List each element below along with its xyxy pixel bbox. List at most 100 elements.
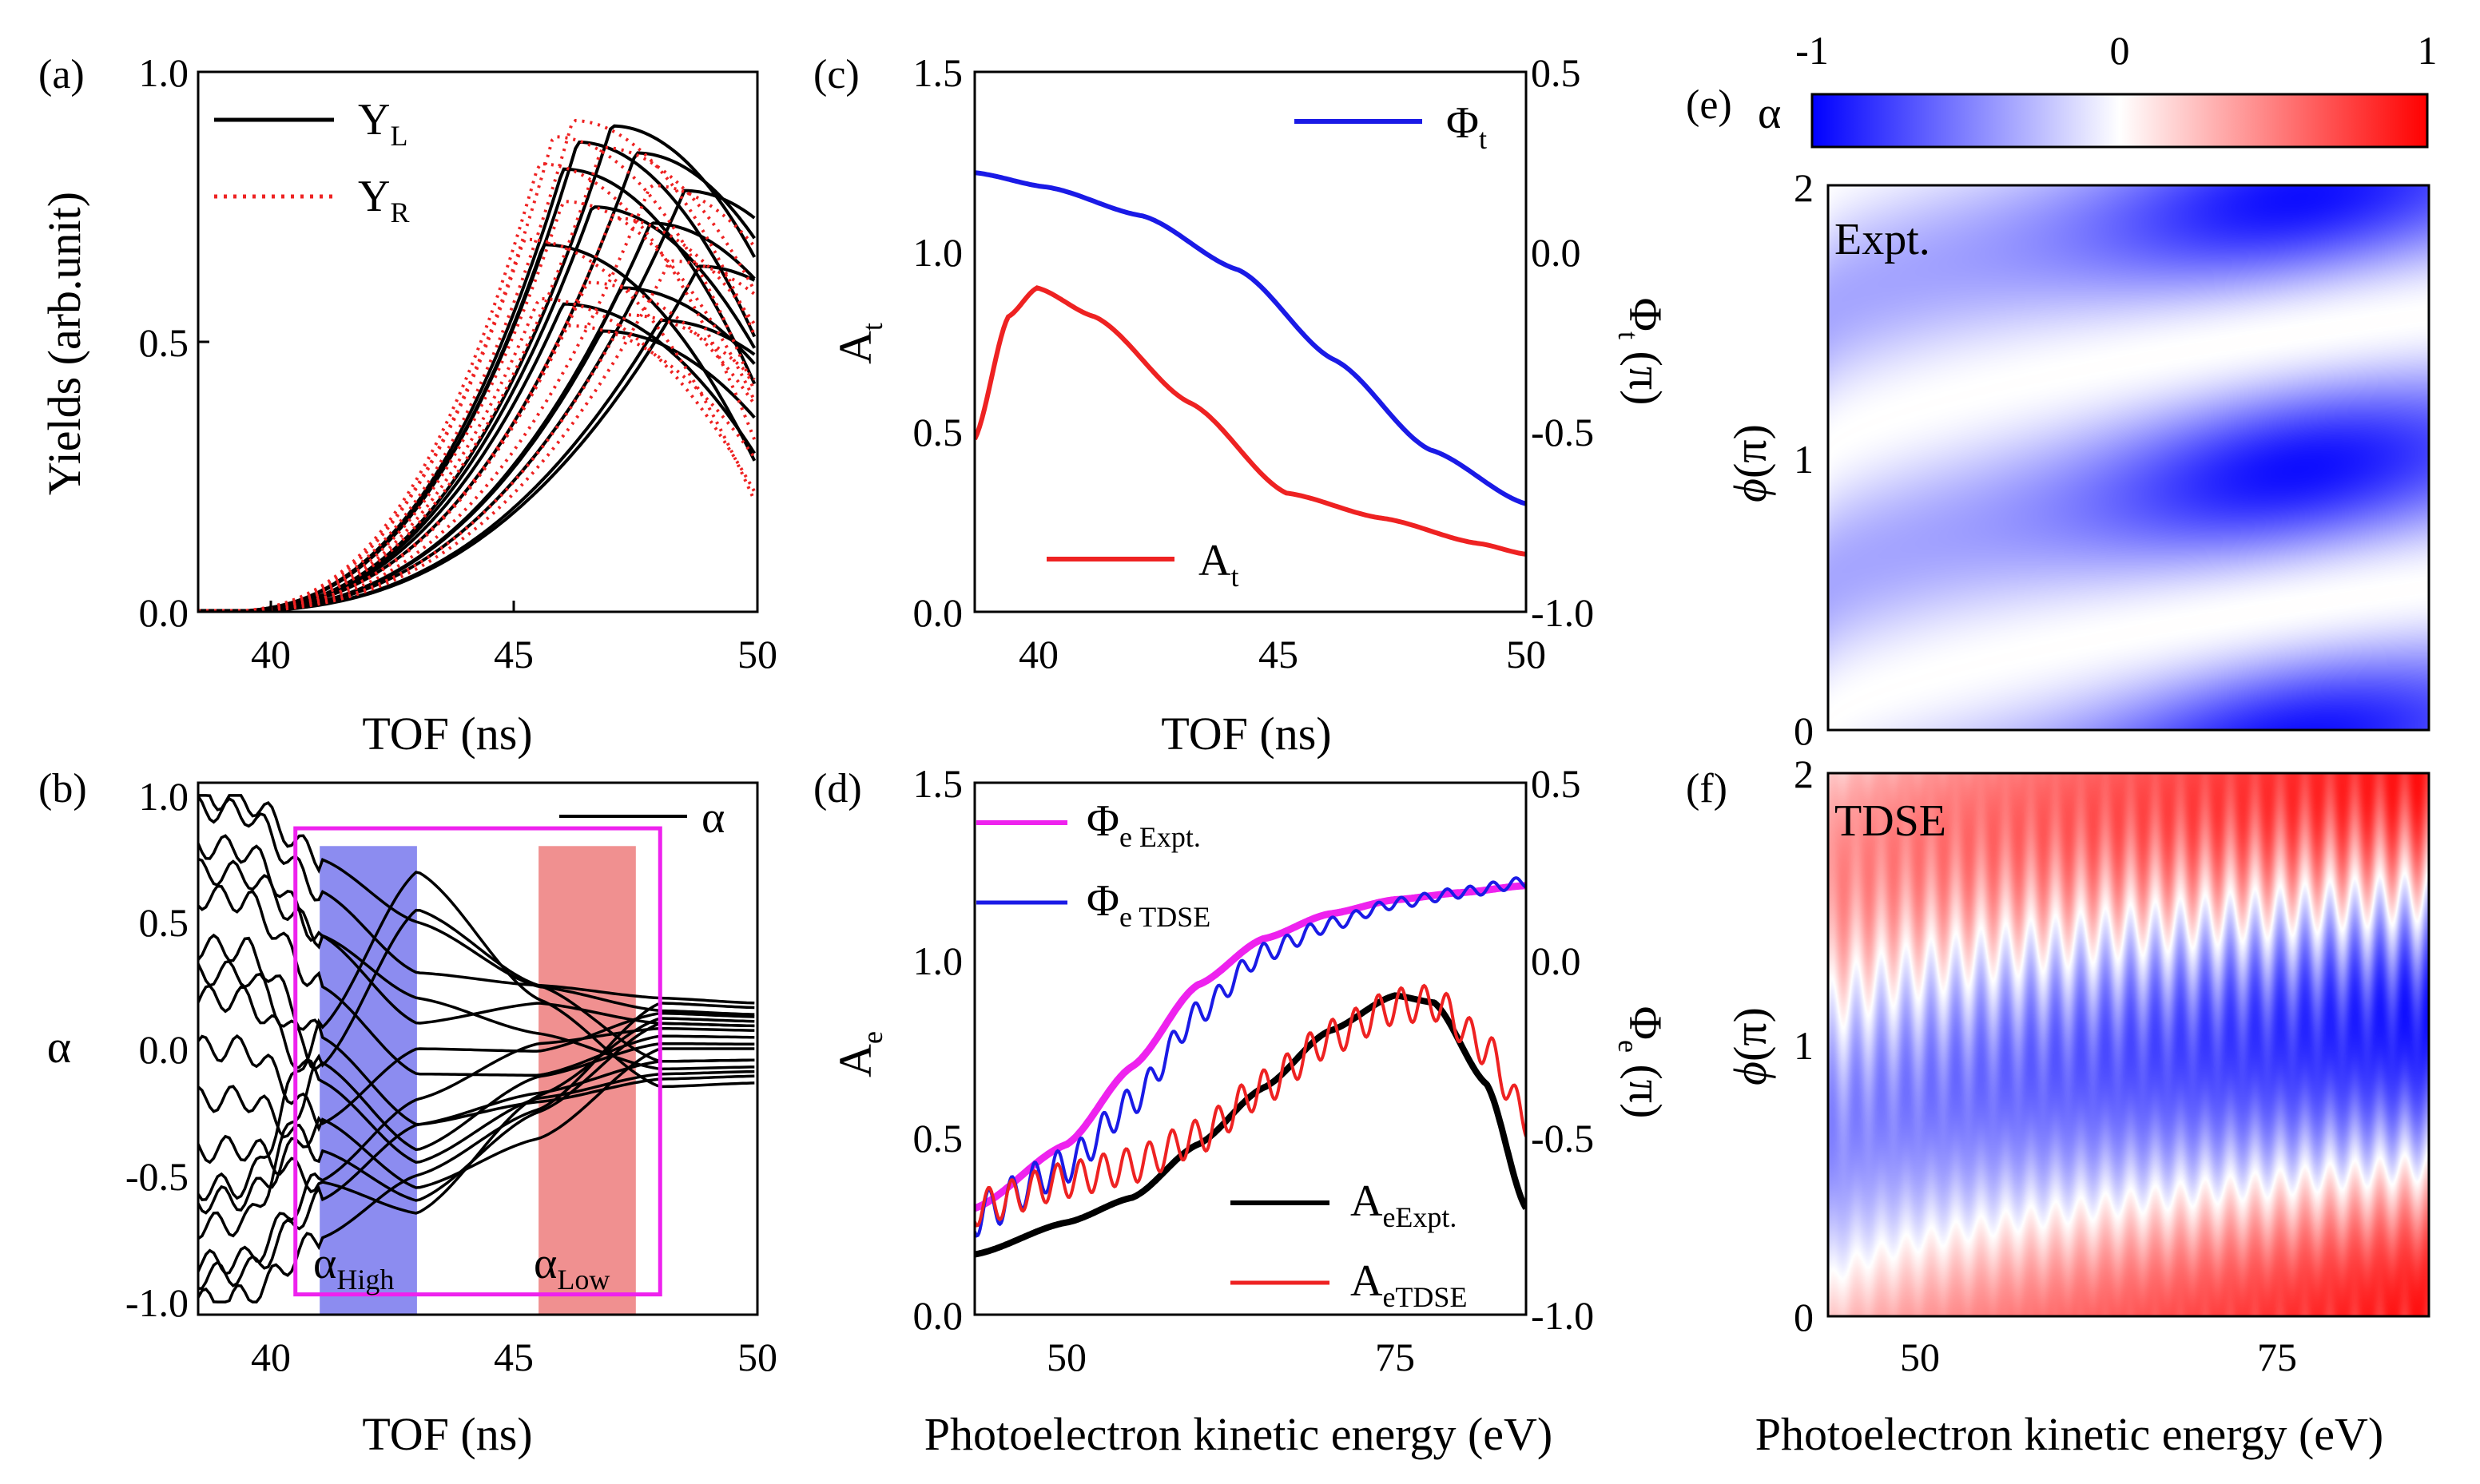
panel-d-xtick-50: 50 <box>1047 1335 1087 1379</box>
yr-curve <box>198 200 757 612</box>
panel-a-xtick-40: 40 <box>251 632 291 677</box>
panel-a: (a) 1.0 0.5 0.0 40 45 50 TOF (ns) Yields… <box>38 50 777 760</box>
panel-d-ytick-right: 0.5 <box>1531 761 1581 806</box>
yl-curve <box>198 243 757 612</box>
panel-d-ytick-left: 0.5 <box>913 1116 964 1161</box>
colorbar-tick-pos: 1 <box>2418 28 2438 73</box>
legend-phi-e-expt-label: Φe Expt. <box>1087 796 1201 853</box>
panel-e-ytick-2: 2 <box>1794 165 1814 210</box>
legend-a-e-expt-label: AeExpt. <box>1350 1176 1457 1233</box>
panel-e-heatmap <box>1828 185 2429 730</box>
panel-b-ytick: -0.5 <box>125 1154 189 1199</box>
panel-a-xlabel: TOF (ns) <box>362 708 532 760</box>
panel-a-ylabel: Yields (arb.unit) <box>38 192 90 495</box>
panel-b-ytick: 0.0 <box>139 1027 189 1072</box>
panel-a-curves <box>198 118 757 612</box>
yr-curve <box>198 259 756 612</box>
panel-d-ytick-left: 1.0 <box>913 938 964 983</box>
panel-e-ylabel: ϕ(π) <box>1724 424 1776 502</box>
panel-c-xlabel: TOF (ns) <box>1161 708 1331 760</box>
panel-f-ytick-1: 1 <box>1794 1023 1814 1068</box>
yl-curve <box>198 286 756 612</box>
legend-a-t-label: At <box>1198 536 1238 593</box>
panel-a-xtick-50: 50 <box>737 632 777 677</box>
colorbar-tick-zero: 0 <box>2110 28 2130 73</box>
panel-b-ytick: 1.0 <box>139 774 189 819</box>
panel-b-ytick: 0.5 <box>139 900 189 945</box>
panel-f-ytick-0: 0 <box>1794 1295 1814 1339</box>
yr-curve <box>198 237 757 612</box>
panel-c-legend-phi: Φt <box>1294 98 1487 155</box>
panel-f-label: (f) <box>1686 766 1727 811</box>
panel-d-ylabel-left: Ae <box>829 1031 888 1077</box>
panel-c-ytick-left: 1.0 <box>913 230 964 275</box>
panel-d-ytick-right: 0.0 <box>1531 938 1581 983</box>
yr-curve <box>198 313 756 612</box>
panel-a-xtick-45: 45 <box>494 632 534 677</box>
alpha-selection-box <box>293 826 662 1297</box>
panel-f-xtick-75: 75 <box>2257 1335 2297 1379</box>
panel-c-ytick-left: 1.5 <box>913 50 964 95</box>
panel-f: (f) TDSE 2 1 0 50 75 Photoelectron kinet… <box>1686 752 2430 1460</box>
panel-b-ylabel: α <box>47 1021 71 1073</box>
panel-b-curves <box>198 794 755 1303</box>
a-e-tdse-line <box>975 983 1526 1228</box>
panel-b-xtick-45: 45 <box>494 1335 534 1379</box>
panel-c-legend-amp: At <box>1047 536 1238 593</box>
panel-e-frame <box>1826 184 2430 732</box>
colorbar: -1 0 1 α <box>1758 28 2438 149</box>
panel-d-ytick-left: 0.0 <box>913 1293 964 1338</box>
panel-c-xtick-50: 50 <box>1506 632 1546 677</box>
panel-c-ytick-right: -1.0 <box>1531 590 1594 635</box>
panel-a-ticks <box>198 340 515 612</box>
panel-f-inset-label: TDSE <box>1834 796 1946 846</box>
panel-c-ytick-right: 0.0 <box>1531 230 1581 275</box>
panel-a-ytick-0: 0.0 <box>139 590 189 635</box>
alpha-low-label: αLow <box>534 1239 610 1296</box>
panel-a-label: (a) <box>38 52 85 97</box>
panel-e: (e) Expt. 2 1 0 ϕ(π) <box>1686 82 2430 753</box>
panel-b-frame <box>197 781 759 1316</box>
panel-d-xlabel: Photoelectron kinetic energy (eV) <box>924 1408 1552 1460</box>
yr-curve <box>198 118 757 612</box>
panel-f-heatmap <box>1828 773 2429 1316</box>
panel-d-label: (d) <box>813 766 862 811</box>
panel-b-xtick-40: 40 <box>251 1335 291 1379</box>
yl-curve <box>198 264 756 612</box>
panel-d-ytick-right: -1.0 <box>1531 1293 1594 1338</box>
panel-d-ytick-left: 1.5 <box>913 761 964 806</box>
legend-alpha-label: α <box>701 793 725 843</box>
panel-b: (b) 1.0 0.5 0.0 -0.5 -1.0 40 45 50 TOF (… <box>38 766 777 1460</box>
panel-f-ylabel: ϕ(π) <box>1724 1007 1776 1085</box>
panel-a-frame <box>197 70 759 613</box>
panel-d-xtick-75: 75 <box>1375 1335 1415 1379</box>
yr-curve <box>198 216 756 612</box>
panel-f-xtick-50: 50 <box>1900 1335 1940 1379</box>
alpha-high-label: αHigh <box>313 1239 394 1296</box>
panel-a-ytick-05: 0.5 <box>139 320 189 365</box>
legend-yl-label: YL <box>358 95 407 152</box>
panel-c-ytick-left: 0.0 <box>913 590 964 635</box>
panel-d-ylabel-right: Φe (π) <box>1612 1006 1671 1119</box>
a-t-line <box>975 285 1526 557</box>
alpha-curve <box>198 959 755 1152</box>
panel-f-frame <box>1826 772 2430 1318</box>
panel-b-legend: α <box>559 793 725 843</box>
yl-curve <box>198 329 756 612</box>
colorbar-label: α <box>1758 89 1781 138</box>
alpha-curve <box>198 1026 755 1276</box>
colorbar-gradient <box>1810 93 2429 149</box>
yr-curve <box>198 183 756 612</box>
panel-a-ytick-1: 1.0 <box>139 50 189 95</box>
panel-e-ytick-1: 1 <box>1794 437 1814 482</box>
panel-d: (d) 1.5 1.0 0.5 0.0 0.5 0.0 -0.5 -1.0 50… <box>813 761 1671 1460</box>
yl-curve <box>198 221 756 612</box>
panel-e-label: (e) <box>1686 82 1732 128</box>
panel-f-xlabel: Photoelectron kinetic energy (eV) <box>1755 1408 2383 1460</box>
panel-e-inset-label: Expt. <box>1834 215 1930 264</box>
panel-c-ylabel-left: At <box>829 323 888 364</box>
panel-c-xtick-45: 45 <box>1258 632 1298 677</box>
legend-phi-t-label: Φt <box>1446 98 1487 155</box>
panel-c-xtick-40: 40 <box>1019 632 1059 677</box>
